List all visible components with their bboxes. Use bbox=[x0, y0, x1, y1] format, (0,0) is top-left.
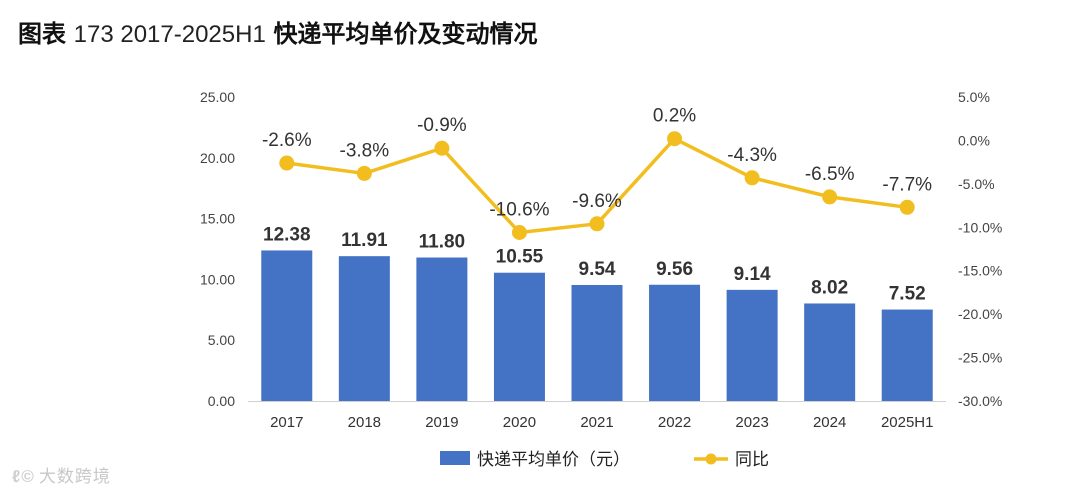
yoy-value-label: -9.6% bbox=[572, 191, 622, 212]
right-axis-tick-label: -15.0% bbox=[958, 263, 1002, 279]
bar-2022 bbox=[649, 284, 701, 401]
yoy-point-2020 bbox=[511, 224, 527, 240]
yoy-point-2018 bbox=[356, 165, 372, 181]
yoy-value-label: -7.7% bbox=[882, 174, 932, 195]
x-axis-tick-label: 2020 bbox=[503, 414, 536, 431]
left-axis-tick-label: 0.00 bbox=[208, 393, 235, 409]
left-axis-tick-label: 20.00 bbox=[200, 150, 235, 166]
yoy-value-label: -3.8% bbox=[340, 140, 390, 161]
chart-title: 图表 173 2017-2025H1 快递平均单价及变动情况 bbox=[18, 14, 537, 49]
figure-number: 173 2017-2025H1 bbox=[73, 21, 266, 48]
x-axis-tick-label: 2019 bbox=[425, 414, 458, 431]
bar-2023 bbox=[726, 289, 778, 401]
yoy-point-2021 bbox=[589, 216, 605, 232]
bar-value-label: 9.56 bbox=[656, 259, 693, 280]
x-axis-tick-label: 2023 bbox=[735, 414, 768, 431]
right-axis-tick-label: -5.0% bbox=[958, 176, 995, 192]
right-axis-tick-label: 0.0% bbox=[958, 132, 990, 148]
bar-2024 bbox=[804, 303, 856, 401]
bar-2021 bbox=[571, 284, 623, 401]
left-axis-tick-label: 25.00 bbox=[200, 89, 235, 105]
legend-line-label: 同比 bbox=[735, 450, 769, 470]
left-axis-tick-label: 15.00 bbox=[200, 211, 235, 227]
yoy-value-label: 0.2% bbox=[653, 106, 696, 127]
figure-title-text: 快递平均单价及变动情况 bbox=[273, 20, 538, 48]
yoy-value-label: -10.6% bbox=[489, 199, 549, 220]
bar-value-label: 11.80 bbox=[419, 232, 466, 253]
bar-value-label: 9.14 bbox=[734, 264, 771, 285]
legend-line-marker bbox=[705, 453, 717, 465]
right-axis-tick-label: 5.0% bbox=[958, 89, 990, 105]
yoy-point-2023 bbox=[744, 170, 760, 186]
bar-value-label: 9.54 bbox=[579, 259, 616, 280]
bar-value-label: 12.38 bbox=[263, 224, 311, 245]
bar-value-label: 8.02 bbox=[811, 277, 848, 298]
right-axis-tick-label: -20.0% bbox=[958, 306, 1002, 322]
bar-2017 bbox=[261, 250, 313, 401]
right-axis-tick-label: -25.0% bbox=[958, 350, 1002, 366]
bar-value-label: 10.55 bbox=[496, 247, 544, 268]
x-axis-tick-label: 2022 bbox=[658, 414, 691, 431]
x-axis-tick-label: 2017 bbox=[270, 414, 303, 431]
watermark-text: 大数跨境 bbox=[38, 467, 111, 487]
right-axis-tick-label: -10.0% bbox=[958, 219, 1002, 235]
yoy-value-label: -2.6% bbox=[262, 130, 312, 151]
bar-value-label: 11.91 bbox=[341, 230, 388, 251]
bar-2020 bbox=[493, 272, 545, 401]
figure-label: 图表 bbox=[18, 20, 66, 48]
right-axis-tick-label: -30.0% bbox=[958, 393, 1002, 409]
yoy-point-2024 bbox=[822, 189, 838, 205]
x-axis-tick-label: 2021 bbox=[580, 414, 613, 431]
yoy-point-2022 bbox=[667, 131, 683, 147]
watermark-logo-icon: ℓ© bbox=[12, 467, 35, 486]
yoy-value-label: -6.5% bbox=[805, 164, 855, 185]
yoy-value-label: -0.9% bbox=[417, 115, 467, 136]
bar-value-label: 7.52 bbox=[889, 284, 926, 305]
x-axis-tick-label: 2024 bbox=[813, 414, 846, 431]
bar-2019 bbox=[416, 257, 468, 401]
left-axis-tick-label: 10.00 bbox=[200, 271, 235, 287]
left-axis-tick-label: 5.00 bbox=[208, 332, 235, 348]
x-axis-tick-label: 2025H1 bbox=[881, 414, 934, 431]
x-axis-tick-label: 2018 bbox=[348, 414, 381, 431]
legend-bar-label: 快递平均单价（元） bbox=[477, 450, 630, 470]
yoy-value-label: -4.3% bbox=[727, 145, 777, 166]
legend-bar-swatch bbox=[440, 451, 470, 465]
bar-2018 bbox=[338, 256, 390, 401]
bar-2025H1 bbox=[881, 309, 933, 401]
yoy-point-2025H1 bbox=[899, 199, 915, 215]
watermark: ℓ© 大数跨境 bbox=[12, 462, 111, 487]
yoy-point-2019 bbox=[434, 140, 450, 156]
yoy-point-2017 bbox=[279, 155, 295, 171]
